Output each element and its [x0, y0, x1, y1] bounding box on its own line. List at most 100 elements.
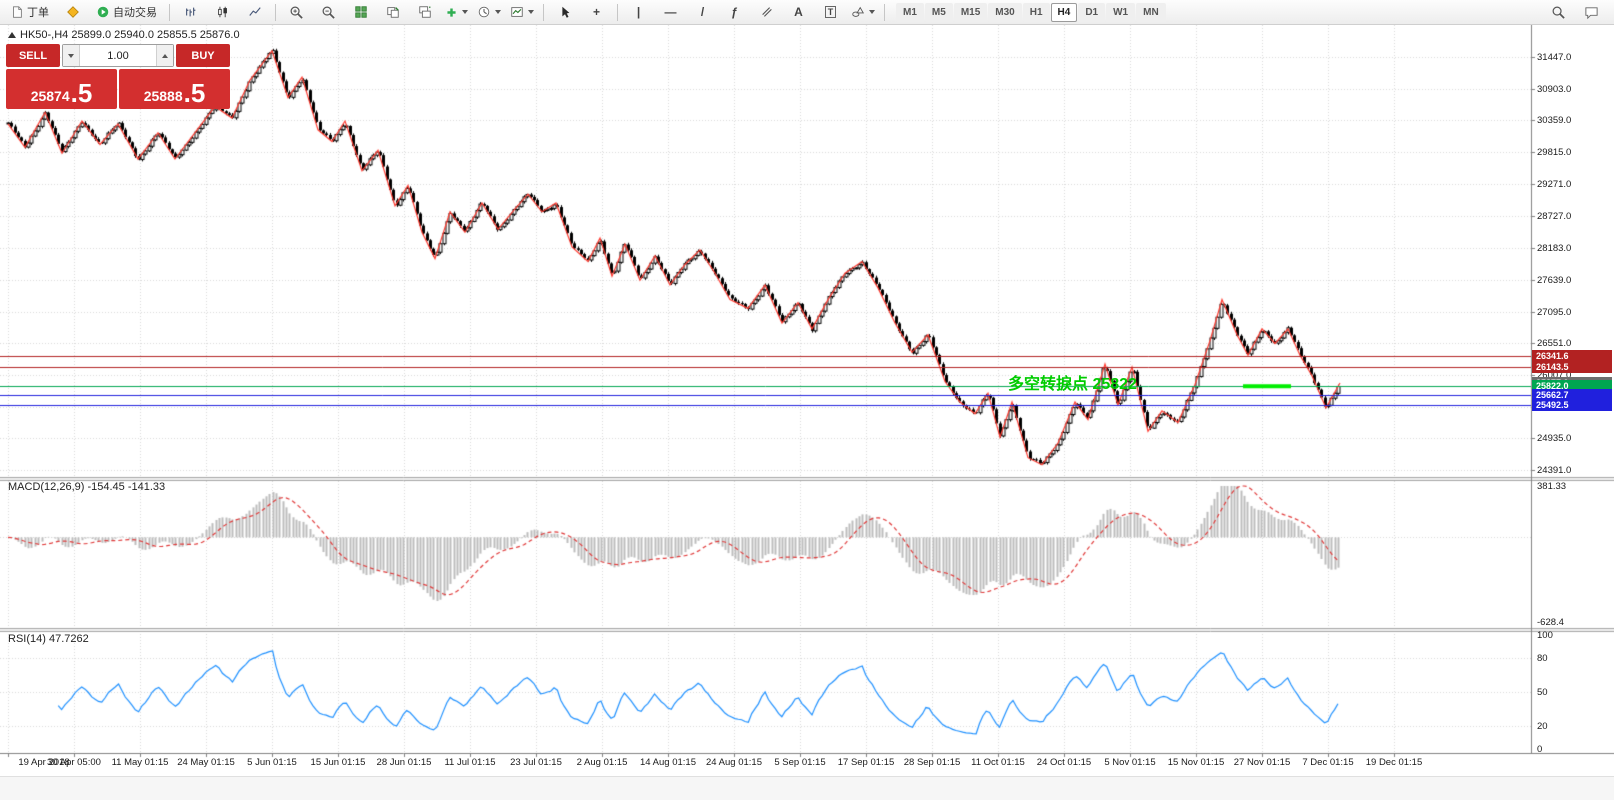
time-axis-tick: 28 Sep 01:15	[903, 757, 961, 768]
timeframe-h4[interactable]: H4	[1050, 2, 1078, 22]
time-axis-tick: 24 May 01:15	[177, 757, 235, 768]
candlestick-icon	[217, 6, 227, 18]
chevron-down-icon	[462, 10, 468, 14]
price-axis-tick: 28183.0	[1537, 242, 1572, 254]
status-bar	[0, 776, 1614, 800]
chat-icon	[1585, 6, 1598, 19]
separator	[169, 3, 170, 21]
new-order-button[interactable]: 丁单	[3, 1, 56, 24]
sell-price-fraction: .5	[70, 78, 93, 108]
price-tag: 25492.5	[1532, 399, 1612, 412]
time-axis-tick: 11 May 01:15	[111, 757, 169, 768]
price-tag: 25662.7	[1532, 389, 1612, 402]
time-axis-tick: 19 Apr 2018	[18, 757, 70, 768]
time-axis-tick: 28 Jun 01:15	[376, 757, 432, 768]
text-button[interactable]: A	[783, 1, 814, 24]
toolbar-right-group	[1543, 1, 1611, 24]
buy-price-button[interactable]: 25888.5	[119, 69, 230, 109]
price-chart-canvas[interactable]	[0, 25, 1614, 775]
time-axis-tick: 5 Sep 01:15	[774, 757, 826, 768]
template-chart-icon	[511, 7, 523, 17]
market-button[interactable]	[57, 1, 88, 24]
zoom-out-button[interactable]	[313, 1, 344, 24]
bar-chart-icon	[185, 7, 195, 17]
crosshair-icon: +	[592, 5, 600, 19]
separator	[617, 3, 618, 21]
time-axis-tick: 5 Nov 01:15	[1104, 757, 1156, 768]
time-axis-tick: 27 Nov 01:15	[1233, 757, 1291, 768]
candlestick-chart-button[interactable]	[207, 1, 238, 24]
time-axis-tick: 24 Aug 01:15	[706, 757, 762, 768]
timeframe-m15[interactable]: M15	[953, 2, 988, 22]
time-axis-tick: 17 Sep 01:15	[837, 757, 895, 768]
timeframe-toolbar: M1 M5 M15 M30 H1 H4 D1 W1 MN	[896, 2, 1166, 22]
vertical-line-icon: |	[636, 5, 641, 19]
cursor-button[interactable]	[549, 1, 580, 24]
shapes-button[interactable]	[847, 1, 879, 24]
sell-price-main: 25874	[30, 88, 70, 104]
time-axis-tick: 7 Dec 01:15	[1302, 757, 1354, 768]
toolbar: 丁单 自动交易	[0, 0, 1614, 25]
timeframe-m5[interactable]: M5	[924, 2, 953, 22]
trendline-icon: /	[700, 5, 705, 19]
new-chart-button[interactable]	[441, 1, 472, 24]
text-tool-icon: A	[794, 5, 803, 19]
timeframe-m30[interactable]: M30	[988, 2, 1022, 22]
label-tool-icon: T	[824, 6, 837, 18]
vertical-line-button[interactable]: |	[623, 1, 654, 24]
fibonacci-button[interactable]: ƒ	[719, 1, 750, 24]
timeframe-m1[interactable]: M1	[896, 2, 924, 22]
price-axis-tick: 31447.0	[1537, 51, 1572, 63]
line-chart-button[interactable]	[239, 1, 270, 24]
time-axis-tick: 11 Jul 01:15	[444, 757, 496, 768]
volume-input[interactable]: 1.00	[107, 49, 129, 62]
trade-panel-toggle[interactable]	[8, 32, 16, 38]
volume-decrease-button[interactable]	[63, 45, 80, 66]
buy-price-main: 25888	[143, 88, 183, 104]
label-button[interactable]: T	[815, 1, 846, 24]
tile-windows-button[interactable]	[345, 1, 376, 24]
time-axis-tick: 2 Aug 01:15	[576, 757, 628, 768]
timeframe-d1[interactable]: D1	[1078, 2, 1106, 22]
time-axis-tick: 24 Oct 01:15	[1036, 757, 1092, 768]
bar-chart-button[interactable]	[175, 1, 206, 24]
symbol-ohlc-text: HK50-,H4 25899.0 25940.0 25855.5 25876.0	[20, 29, 240, 41]
crosshair-button[interactable]: +	[581, 1, 612, 24]
buy-button[interactable]: BUY	[176, 44, 230, 67]
volume-increase-button[interactable]	[156, 45, 173, 66]
chart-text-annotation: 多空转捩点 25822	[1008, 376, 1137, 393]
channel-button[interactable]	[751, 1, 782, 24]
caret-up-icon	[162, 53, 168, 58]
arrange-windows-button[interactable]	[409, 1, 440, 24]
timeframe-w1[interactable]: W1	[1106, 2, 1136, 22]
line-chart-icon	[248, 7, 261, 16]
templates-button[interactable]	[506, 1, 538, 24]
auto-trading-button[interactable]: 自动交易	[89, 1, 164, 24]
period-menu-button[interactable]	[473, 1, 505, 24]
price-tag: 26143.5	[1532, 361, 1612, 374]
tile-windows-icon	[354, 6, 367, 18]
trendline-button[interactable]: /	[687, 1, 718, 24]
macd-scale-tick: -628.4	[1537, 617, 1564, 628]
zoom-in-button[interactable]	[281, 1, 312, 24]
sell-button[interactable]: SELL	[6, 44, 60, 67]
caret-down-icon	[68, 53, 74, 58]
rsi-scale-tick: 0	[1537, 744, 1543, 755]
cascade-windows-button[interactable]	[377, 1, 408, 24]
search-button[interactable]	[1543, 1, 1574, 24]
chat-button[interactable]	[1576, 1, 1607, 24]
timeframe-h1[interactable]: H1	[1022, 2, 1050, 22]
diamond-icon	[66, 6, 79, 18]
volume-control: 1.00	[62, 44, 174, 67]
rsi-scale-tick: 20	[1537, 721, 1548, 733]
time-axis-tick: 23 Jul 01:15	[510, 757, 562, 768]
rsi-scale-tick: 100	[1537, 630, 1553, 641]
sell-price-button[interactable]: 25874.5	[6, 69, 117, 109]
new-order-icon	[13, 6, 22, 18]
timeframe-mn[interactable]: MN	[1136, 2, 1166, 22]
price-axis-tick: 30359.0	[1537, 115, 1572, 127]
macd-indicator-label: MACD(12,26,9) -154.45 -141.33	[8, 481, 166, 493]
separator	[884, 3, 885, 21]
new-order-label: 丁单	[27, 7, 49, 19]
horizontal-line-button[interactable]: —	[655, 1, 686, 24]
